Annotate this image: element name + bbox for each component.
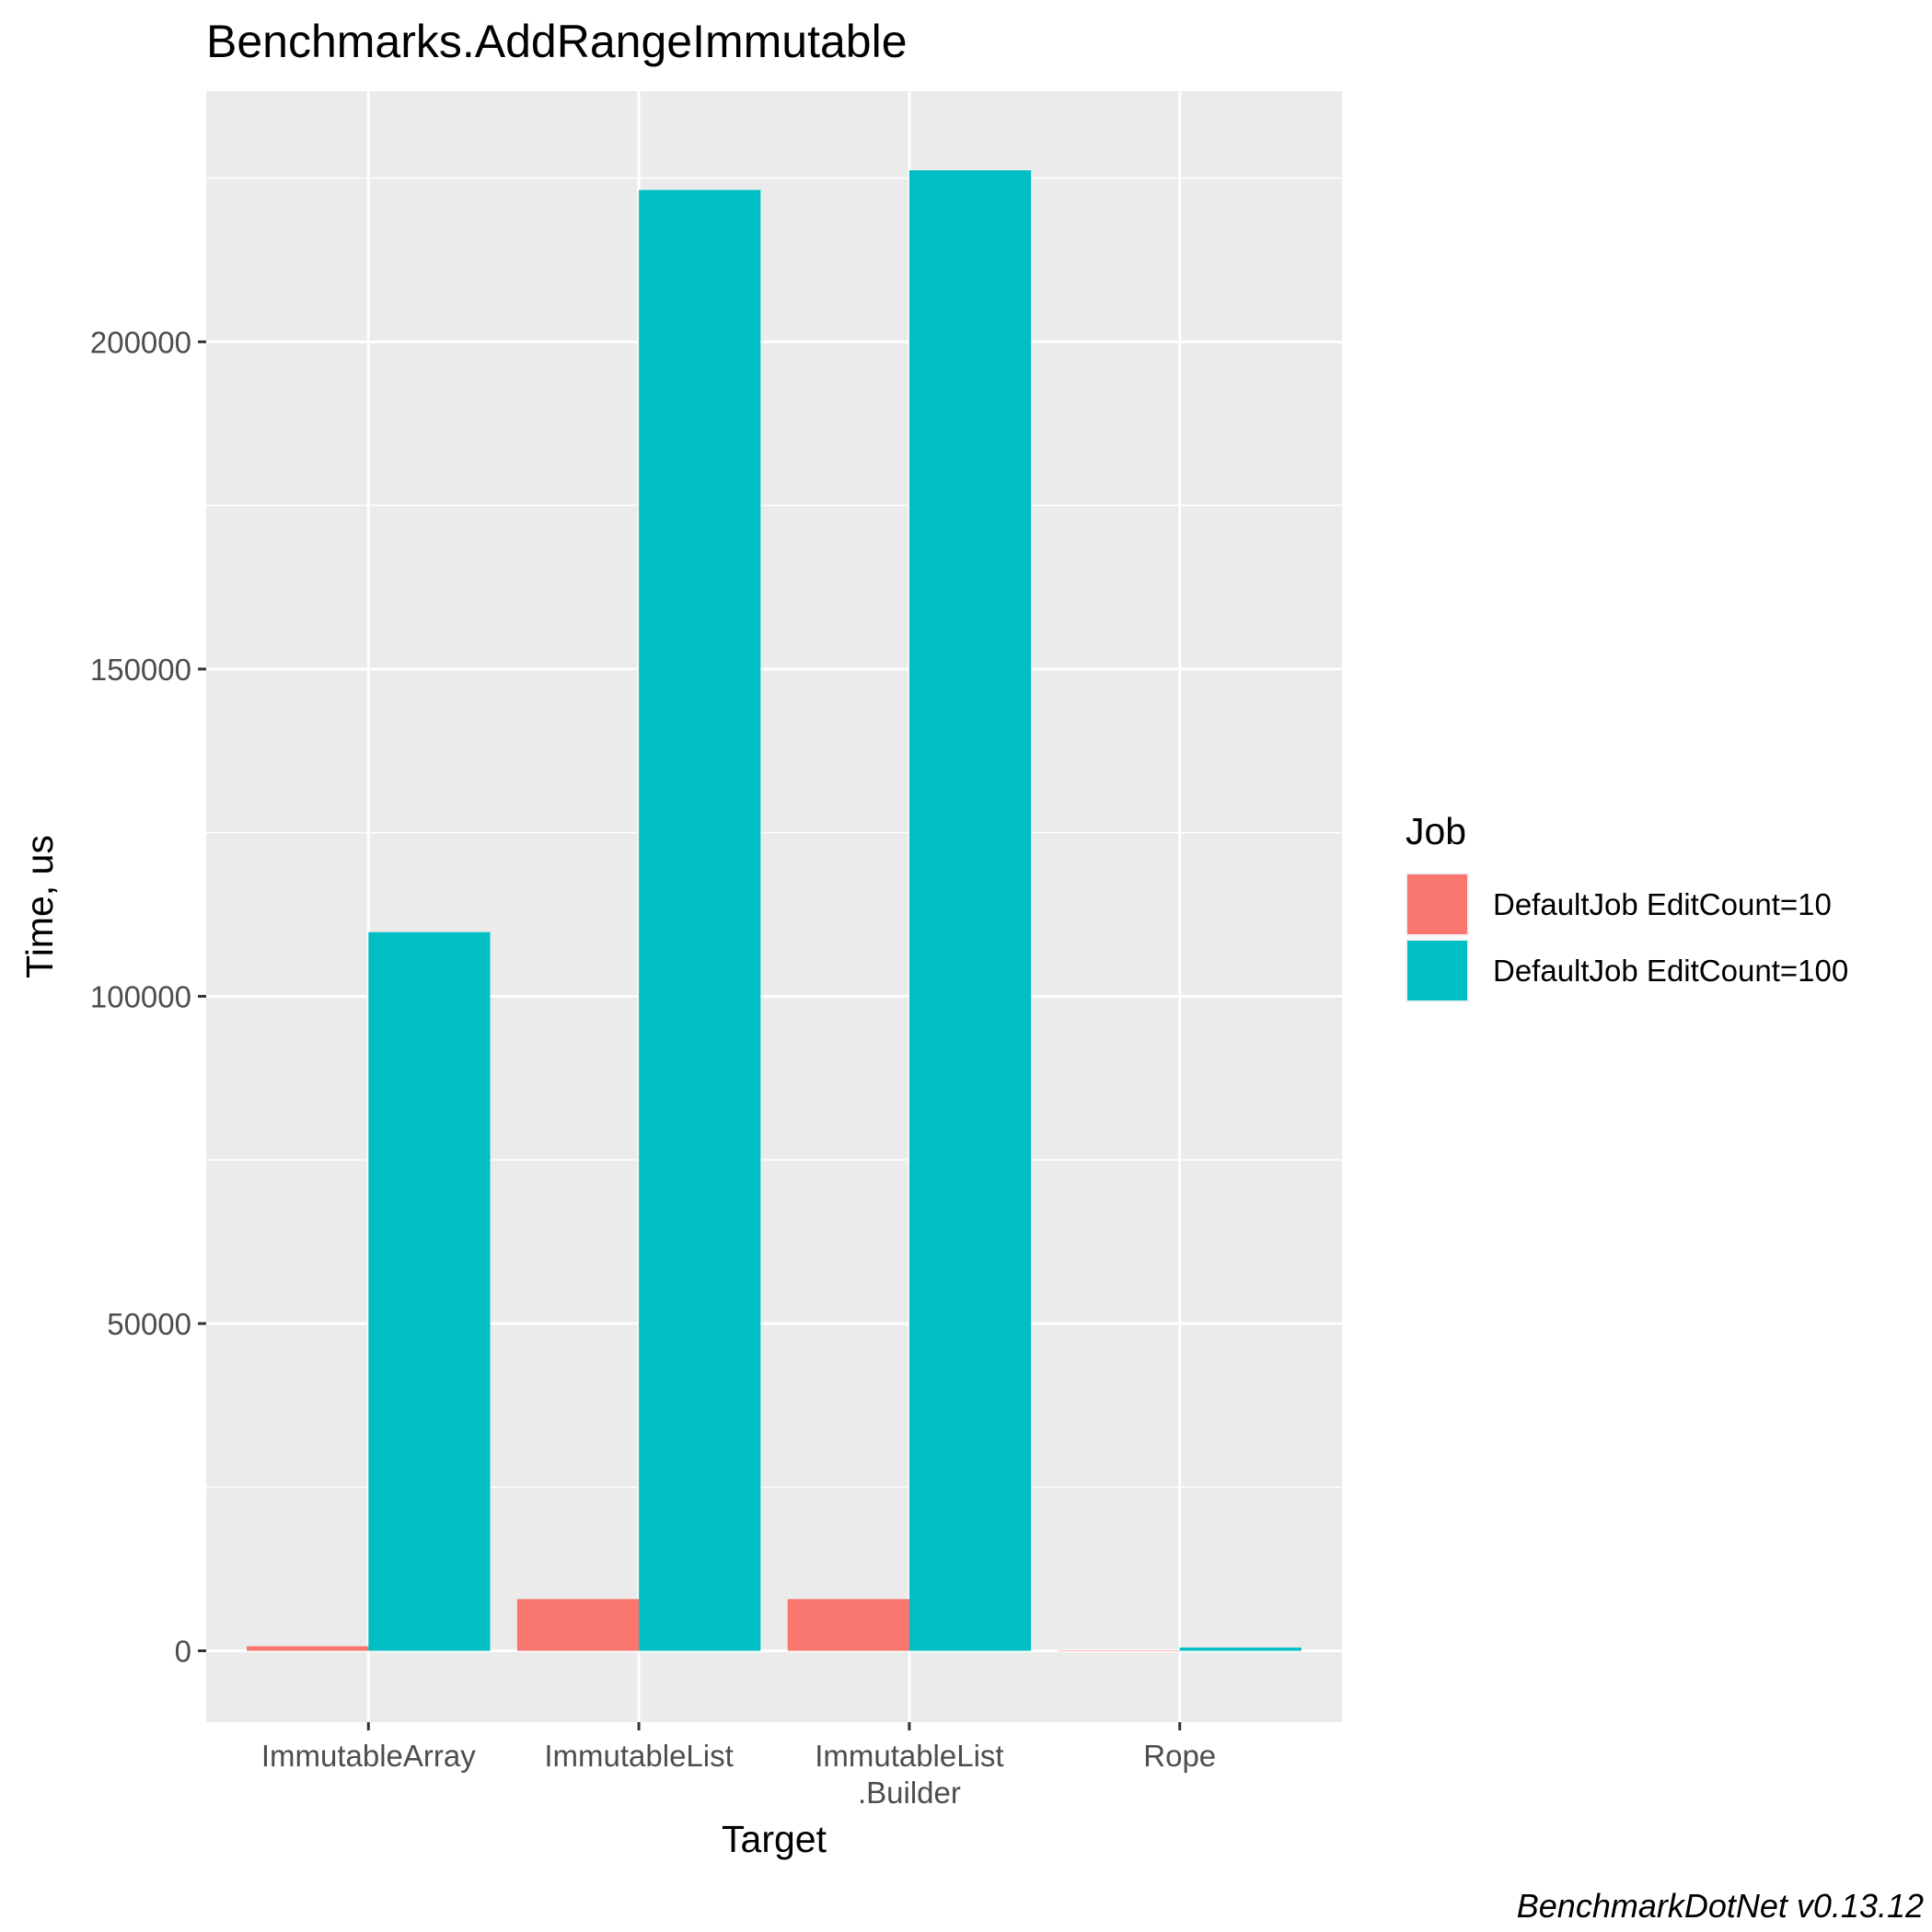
- legend-label: DefaultJob EditCount=100: [1493, 954, 1848, 988]
- y-tick-label: 100000: [90, 979, 191, 1013]
- y-tick-label: 150000: [90, 653, 191, 687]
- y-tick-label: 50000: [107, 1307, 191, 1341]
- x-axis: ImmutableArray ImmutableList ImmutableList…: [261, 1722, 1216, 1810]
- bar: [639, 190, 761, 1651]
- legend-swatch: [1407, 941, 1467, 1001]
- bar: [1058, 1650, 1180, 1651]
- bar: [908, 170, 1032, 1651]
- y-axis-title: Time, us: [18, 835, 61, 978]
- legend-swatch: [1407, 874, 1467, 934]
- x-tick-label: ImmutableList .Builder: [815, 1739, 1003, 1810]
- legend-label: DefaultJob EditCount=10: [1493, 887, 1832, 921]
- x-tick-label: Rope: [1143, 1739, 1216, 1773]
- y-tick-label: 200000: [90, 325, 191, 359]
- x-tick-label: ImmutableList: [544, 1739, 733, 1773]
- caption: BenchmarkDotNet v0.13.12: [1517, 1887, 1924, 1925]
- bar: [787, 1599, 909, 1651]
- y-tick-label: 0: [175, 1634, 191, 1668]
- bar: [368, 931, 491, 1651]
- legend-title: Job: [1406, 810, 1466, 852]
- chart-title: Benchmarks.AddRangeImmutable: [206, 16, 908, 67]
- y-axis: 0 50000 100000 150000 200000: [90, 325, 206, 1668]
- bars: [247, 170, 1301, 1651]
- bar: [1179, 1647, 1301, 1651]
- bar: [516, 1599, 640, 1651]
- bar: [247, 1646, 369, 1651]
- x-axis-title: Target: [722, 1818, 827, 1860]
- x-tick-label: ImmutableArray: [261, 1739, 476, 1773]
- legend: Job DefaultJob EditCount=10 DefaultJob Ed…: [1406, 810, 1848, 1002]
